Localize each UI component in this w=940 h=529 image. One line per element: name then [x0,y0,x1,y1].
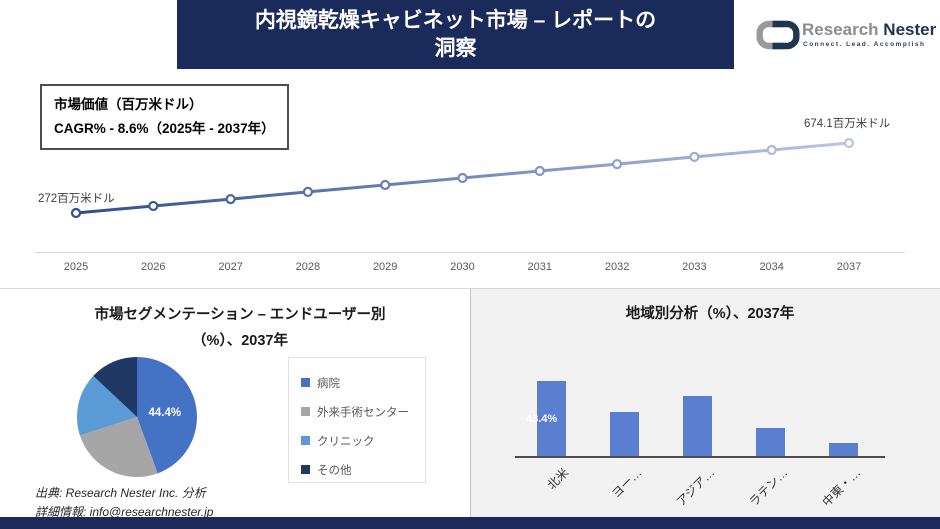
x-axis-year-2030: 2030 [450,261,475,273]
region-bar-5 [829,442,858,458]
legend-swatch-icon [301,407,310,416]
x-axis-year-2029: 2029 [372,261,398,273]
data-point-marker-2029 [380,179,391,191]
legend-label: その他 [317,464,352,477]
x-axis-year-2031: 2031 [527,261,553,273]
x-axis-year-2026: 2026 [141,261,166,273]
region-bar-4 [756,427,785,458]
data-point-marker-2026 [148,200,159,212]
legend-item-1: 病院 [301,368,425,397]
market-value-unit-label: 市場価値（百万米ドル） [54,97,203,112]
legend-item-4: その他 [301,455,425,484]
pie-data-label: 44.4% [148,407,181,419]
data-point-marker-2030 [457,172,468,184]
segmentation-title-line1: 市場セグメンテーション – エンドユーザー別 [94,307,386,323]
region-bar-2 [610,411,639,458]
interlocked-links-icon [756,20,800,50]
cagr-info-box: 市場価値（百万米ドル） CAGR% - 8.6%（2025年 - 2037年） [40,84,289,150]
data-point-marker-2027 [225,193,236,205]
data-point-marker-2037 [843,137,855,149]
legend-swatch-icon [301,378,310,387]
legend-item-3: クリニック [301,426,425,455]
first-point-value-label: 272百万米ドル [38,193,115,205]
x-axis-year-2032: 2032 [604,261,630,273]
bar-chart-baseline [515,456,885,458]
report-title-banner: 内視鏡乾燥キャビネット市場 – レポートの 洞察 [177,0,734,69]
segmentation-chart-title: 市場セグメンテーション – エンドユーザー別 （%）、2037年 [40,302,440,354]
data-point-marker-2025 [70,207,82,219]
logo-word-research: Research [802,20,879,39]
x-axis-year-2034: 2034 [759,261,784,273]
legend-item-2: 外来手術センター [301,397,425,426]
page-title-line1: 内視鏡乾燥キャビネット市場 – レポートの [254,8,657,32]
logo-tagline: Connect. Lead. Accomplish [803,41,926,48]
legend-swatch-icon [301,465,310,474]
footer-accent-bar [0,517,940,529]
legend-swatch-icon [301,436,310,445]
legend-label: 外来手術センター [317,406,409,419]
data-point-marker-2031 [534,165,545,177]
x-axis-year-2025: 2025 [63,261,89,273]
end-user-pie-chart: 44.4% [77,357,197,477]
data-point-marker-2034 [766,144,777,156]
x-axis-year-2033: 2033 [682,261,707,273]
pie-slice-4 [93,357,137,417]
source-attribution: 出典: Research Nester Inc. 分析 [35,486,206,500]
regional-chart-title: 地域別分析（%）、2037年 [625,306,795,322]
segmentation-title-line2: （%）、2037年 [192,333,288,349]
region-bar-3 [683,395,712,458]
data-point-marker-2033 [689,151,700,162]
logo-wordmark: Research Nester [802,20,936,40]
last-point-value-label: 674.1百万米ドル [804,118,891,130]
legend-label: 病院 [317,377,340,390]
pie-slice-3 [77,375,137,436]
section-divider-horizontal [0,288,940,289]
x-axis-year-labels: 2025 2026 2027 2028 2029 2030 2031 2032 2033 2034… [0,261,940,277]
market-value-line-chart [70,137,855,219]
x-axis-year-2037: 2037 [836,261,862,273]
data-point-marker-2028 [302,186,313,198]
legend-label: クリニック [317,435,375,448]
page-title-line2: 洞察 [434,36,477,60]
cagr-label: CAGR% - 8.6%（2025年 - 2037年） [54,121,275,136]
x-axis-year-2028: 2028 [295,261,321,273]
pie-legend: 病院外来手術センター クリニックその他 [288,357,426,483]
contact-email: 詳細情報: info@researchnester.jp [35,505,214,519]
x-axis-line [35,252,905,253]
bar-data-label: 43.4% [526,412,558,425]
region-bar-1 [537,381,566,458]
logo-word-nester: Nester [883,20,937,39]
research-nester-logo: Research Nester Connect. Lead. Accomplis… [756,18,936,54]
pie-slice-2 [79,417,158,477]
pie-slice-1 [137,357,197,474]
x-axis-year-2027: 2027 [218,261,243,273]
data-point-marker-2032 [611,158,623,170]
